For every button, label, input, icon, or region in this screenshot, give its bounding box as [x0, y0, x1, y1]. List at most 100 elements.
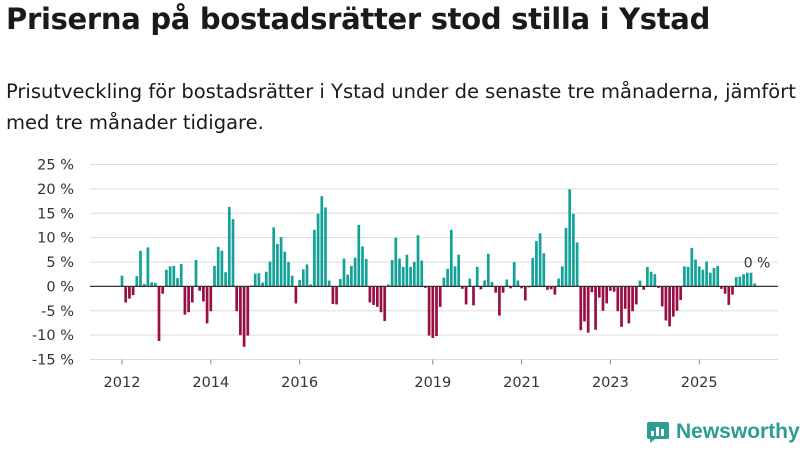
bar — [579, 286, 583, 331]
bar — [424, 286, 427, 288]
bar — [720, 286, 723, 289]
bar — [660, 286, 664, 307]
bar — [383, 286, 387, 321]
bar — [657, 286, 660, 288]
bar — [716, 265, 720, 287]
bar — [120, 275, 124, 287]
bar — [231, 219, 235, 287]
bar — [749, 272, 753, 287]
bar — [257, 273, 261, 287]
bar — [668, 286, 671, 327]
bar — [664, 286, 668, 321]
bar — [612, 286, 616, 292]
y-axis-ticks: 25 % 20 % 15 % 10 % 5 % 0 % -5 % -10 % -15 % — [32, 158, 74, 369]
bar — [268, 261, 272, 287]
bar — [338, 279, 342, 287]
chart-subtitle: Prisutveckling för bostadsrätter i Ystad… — [6, 80, 796, 134]
bar — [531, 258, 535, 287]
bar — [753, 283, 757, 287]
y-tick-label: -15 % — [32, 353, 74, 369]
bar — [631, 286, 634, 312]
bar — [646, 266, 649, 287]
bar — [239, 286, 242, 336]
bar — [431, 286, 435, 339]
bar — [401, 266, 405, 287]
bar — [734, 277, 738, 287]
bar — [261, 282, 264, 287]
bar — [213, 265, 216, 287]
bar — [387, 284, 390, 287]
x-tick-label: 2016 — [281, 375, 318, 391]
brand-name: Newsworthy — [676, 420, 800, 443]
y-tick-label: 0 % — [46, 279, 74, 295]
bar — [512, 262, 516, 287]
bar — [420, 260, 424, 287]
bar — [738, 276, 742, 287]
bar — [279, 237, 283, 287]
bar — [560, 266, 564, 287]
bar — [390, 260, 394, 287]
bar — [449, 229, 453, 287]
bar — [124, 286, 128, 303]
bar — [542, 253, 546, 287]
bar — [694, 259, 697, 287]
bar — [139, 250, 142, 287]
bar — [475, 266, 479, 287]
bar — [202, 286, 205, 302]
bar — [742, 274, 745, 287]
chart-title: Priserna på bostadsrätter stod stilla i … — [6, 2, 711, 36]
bar — [409, 266, 412, 287]
bar — [324, 207, 327, 287]
bar — [131, 286, 135, 296]
bar — [446, 268, 449, 287]
bar — [468, 278, 472, 287]
bar — [375, 286, 379, 307]
bar — [564, 227, 568, 287]
bar — [153, 282, 157, 287]
bar — [535, 241, 538, 287]
bar — [379, 286, 383, 313]
bar — [438, 286, 442, 307]
bar — [227, 206, 231, 287]
bar — [176, 278, 179, 287]
bar — [220, 250, 224, 287]
brand-logo: Newsworthy — [646, 420, 800, 444]
bar — [708, 272, 712, 287]
bar — [327, 280, 331, 287]
bar — [168, 266, 172, 287]
bar — [523, 286, 527, 301]
bar — [705, 261, 708, 287]
bar — [723, 286, 727, 294]
bar — [398, 258, 401, 287]
bar — [283, 251, 287, 287]
bar — [294, 286, 298, 304]
bar — [253, 273, 257, 287]
bar — [727, 286, 731, 305]
bar — [609, 286, 612, 291]
bar — [557, 278, 560, 287]
bar — [627, 286, 631, 324]
bar — [686, 266, 690, 287]
bar — [272, 227, 276, 287]
bar — [538, 233, 542, 287]
bar — [690, 247, 694, 287]
bar — [457, 254, 461, 287]
bar — [501, 286, 505, 293]
bar — [368, 286, 372, 303]
bar — [235, 286, 239, 312]
bar — [683, 266, 686, 287]
bar — [590, 286, 594, 293]
bar — [553, 286, 557, 295]
bar — [128, 286, 131, 299]
bar — [209, 286, 213, 312]
bar — [194, 260, 198, 287]
bars — [120, 189, 757, 347]
bar — [490, 281, 494, 287]
bar — [486, 253, 490, 287]
bar — [671, 286, 675, 317]
bar — [287, 262, 290, 287]
bar — [583, 286, 586, 322]
bar — [290, 275, 294, 287]
bar — [509, 286, 512, 289]
